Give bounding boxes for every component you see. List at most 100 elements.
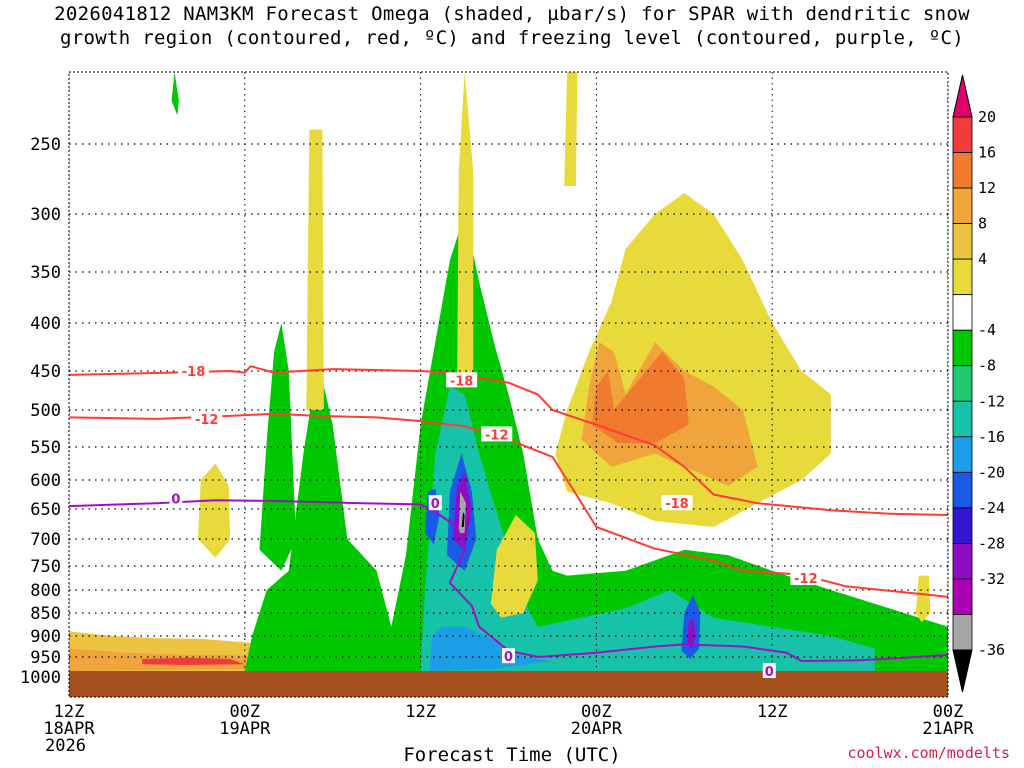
contour-label-bg-8 [502, 648, 515, 664]
y-tick-300: 300 [30, 205, 61, 225]
x-tick-36-line2: 20APR [571, 719, 623, 739]
y-tick-950: 950 [30, 648, 61, 668]
contour-label-3: -12 [195, 413, 219, 428]
omega-region-yellow-ring-left [197, 463, 231, 558]
colorbar-label-11: -28 [978, 534, 1005, 552]
colorbar-label-0: 20 [978, 108, 996, 126]
colorbar: 20 16 12 8 4 -4 -8 -12 -16 -20 -24 -28 -32 -36 [952, 74, 1005, 693]
x-axis-label: Forecast Time (UTC) [403, 744, 621, 766]
contour-label-0: -18 [182, 365, 206, 380]
colorbar-swatch-6 [952, 329, 973, 367]
contour-label-bg-3 [191, 410, 223, 426]
y-tick-750: 750 [30, 557, 61, 577]
colorbar-top-arrow [952, 74, 973, 118]
x-tick-48-line1: 12Z [757, 702, 788, 722]
omega-region-yellow-spot-right [915, 575, 931, 623]
x-tick-0-line3: 2026 [45, 736, 86, 756]
contour-label-bg-4 [481, 426, 513, 442]
colorbar-swatch-7 [952, 365, 973, 402]
colorbar-swatch-12 [952, 543, 973, 580]
y-axis-ticks: 250 300 350 400 450 500 550 600 650 700 750 800 850 9… [20, 135, 61, 688]
omega-region-yellow-column-top-right [564, 72, 578, 186]
x-tick-24-line1: 12Z [405, 702, 436, 722]
contour-label-bg-0 [178, 363, 210, 378]
contour-label-bg-2 [661, 495, 693, 511]
x-tick-12-line2: 19APR [219, 719, 271, 739]
colorbar-swatch-8 [952, 400, 973, 438]
colorbar-swatch-14 [952, 614, 973, 651]
omega-region-gray-core-1 [458, 491, 466, 533]
colorbar-swatch-3 [952, 223, 973, 260]
y-tick-700: 700 [30, 530, 61, 550]
colorbar-label-8: -16 [978, 428, 1005, 446]
y-tick-600: 600 [30, 471, 61, 491]
y-tick-900: 900 [30, 627, 61, 647]
contour-label-7: 0 [431, 497, 440, 512]
contour-label-2: -18 [665, 497, 689, 512]
y-tick-250: 250 [30, 135, 61, 155]
contour-dgz-minus-18 [69, 365, 948, 516]
colorbar-label-7: -12 [978, 392, 1005, 410]
colorbar-swatch-13 [952, 578, 973, 615]
chart-title-line-2: growth region (contoured, red, ºC) and f… [60, 27, 964, 49]
contour-label-6: 0 [171, 493, 180, 508]
chart-title-line-1: 2026041812 NAM3KM Forecast Omega (shaded… [54, 3, 970, 25]
x-tick-0-line1: 12Z [54, 702, 85, 722]
ground-layer [69, 671, 948, 697]
y-tick-450: 450 [30, 362, 61, 382]
omega-region-green-column-top [171, 72, 179, 116]
omega-region-purple-core-2 [687, 617, 696, 649]
colorbar-label-2: 12 [978, 179, 996, 197]
colorbar-label-4: 4 [978, 250, 987, 268]
contour-label-1: -18 [450, 374, 474, 389]
y-tick-1000: 1000 [20, 668, 61, 688]
y-tick-850: 850 [30, 604, 61, 624]
colorbar-label-12: -32 [978, 570, 1005, 588]
x-tick-0-line2: 18APR [43, 719, 95, 739]
colorbar-label-9: -20 [978, 463, 1005, 481]
y-tick-500: 500 [30, 401, 61, 421]
omega-region-black-core-1 [461, 512, 465, 527]
y-tick-350: 350 [30, 263, 61, 283]
colorbar-bottom-arrow [952, 649, 973, 693]
colorbar-label-5: -4 [978, 321, 996, 339]
omega-region-darker-orange-core [592, 351, 689, 444]
colorbar-label-3: 8 [978, 215, 987, 233]
omega-region-low-level-red-core [142, 657, 245, 665]
contour-labels: -18 -18 -18 -12 -12 -12 0 0 0 0 [169, 363, 822, 680]
x-tick-60-line1: 00Z [933, 702, 964, 722]
omega-region-yellow-column-upper-2 [306, 129, 324, 410]
colorbar-swatch-4 [952, 258, 973, 296]
omega-region-yellow-column-upper [457, 72, 474, 379]
y-tick-550: 550 [30, 438, 61, 458]
contour-label-bg-5 [790, 570, 822, 585]
colorbar-swatch-2 [952, 187, 973, 224]
y-tick-400: 400 [30, 314, 61, 334]
contour-freezing-level-0 [69, 499, 948, 662]
colorbar-swatch-0 [952, 116, 973, 153]
ground-fill [69, 671, 948, 697]
x-tick-36-line1: 00Z [581, 702, 612, 722]
source-credit: coolwx.com/modelts [847, 744, 1010, 762]
contour-label-bg-7 [428, 495, 442, 511]
contour-label-4: -12 [485, 428, 509, 443]
x-tick-12-line1: 00Z [229, 702, 260, 722]
colorbar-swatch-11 [952, 507, 973, 544]
contour-label-bg-1 [446, 372, 478, 388]
contour-label-bg-6 [169, 490, 183, 506]
colorbar-swatch-1 [952, 152, 973, 189]
contour-label-8: 0 [504, 650, 513, 665]
omega-region-cyan-core [429, 626, 553, 671]
colorbar-label-13: -36 [978, 641, 1005, 659]
colorbar-label-6: -8 [978, 357, 996, 375]
colorbar-swatch-10 [952, 471, 973, 509]
contour-label-9: 0 [765, 665, 774, 680]
colorbar-label-1: 16 [978, 144, 996, 162]
colorbar-swatch-9 [952, 436, 973, 473]
y-tick-650: 650 [30, 500, 61, 520]
colorbar-label-10: -24 [978, 499, 1005, 517]
contour-label-bg-9 [762, 663, 776, 678]
